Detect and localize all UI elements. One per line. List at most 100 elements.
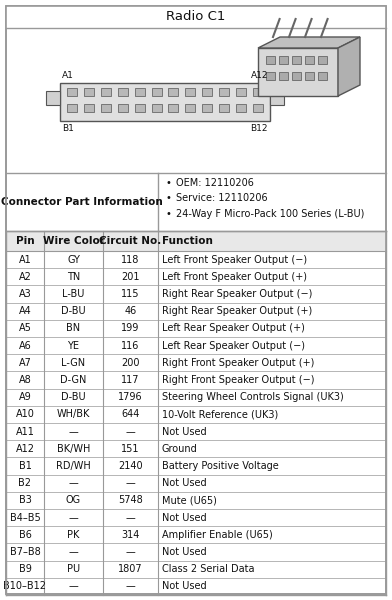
Bar — [169, 88, 178, 96]
Text: Not Used: Not Used — [162, 547, 207, 557]
Text: A8: A8 — [19, 375, 31, 385]
Bar — [67, 104, 77, 112]
Text: —: — — [125, 547, 135, 557]
Text: A11: A11 — [16, 427, 34, 437]
Bar — [258, 48, 338, 96]
Text: B9: B9 — [18, 564, 31, 574]
Text: B6: B6 — [18, 530, 31, 540]
Text: Right Front Speaker Output (+): Right Front Speaker Output (+) — [162, 358, 314, 368]
Text: OEM: 12110206: OEM: 12110206 — [176, 178, 254, 188]
Polygon shape — [258, 37, 360, 48]
Bar — [318, 72, 327, 80]
Bar — [253, 104, 263, 112]
Text: A12: A12 — [250, 71, 268, 80]
Text: Left Front Speaker Output (−): Left Front Speaker Output (−) — [162, 254, 307, 265]
Bar — [305, 72, 314, 80]
Text: Function: Function — [162, 236, 213, 246]
Text: Right Front Speaker Output (−): Right Front Speaker Output (−) — [162, 375, 314, 385]
Text: A12: A12 — [16, 444, 34, 454]
Text: 24-Way F Micro-Pack 100 Series (L-BU): 24-Way F Micro-Pack 100 Series (L-BU) — [176, 209, 365, 218]
Text: —: — — [69, 547, 78, 557]
Bar — [253, 88, 263, 96]
Text: PU: PU — [67, 564, 80, 574]
Text: 199: 199 — [121, 323, 140, 334]
Text: 115: 115 — [121, 289, 140, 299]
Text: B7–B8: B7–B8 — [10, 547, 40, 557]
Bar — [169, 104, 178, 112]
Text: 314: 314 — [121, 530, 140, 540]
Bar — [266, 72, 275, 80]
Bar — [270, 91, 284, 105]
Text: 201: 201 — [121, 272, 140, 282]
Text: PK: PK — [67, 530, 80, 540]
Bar — [134, 104, 145, 112]
Bar — [185, 104, 195, 112]
Text: —: — — [125, 478, 135, 488]
Polygon shape — [338, 37, 360, 96]
Bar — [292, 72, 301, 80]
Text: 1807: 1807 — [118, 564, 143, 574]
Text: •: • — [166, 193, 172, 203]
Bar — [67, 88, 77, 96]
Text: Right Rear Speaker Output (−): Right Rear Speaker Output (−) — [162, 289, 312, 299]
Text: —: — — [125, 581, 135, 592]
Bar — [279, 56, 288, 64]
Text: B4–B5: B4–B5 — [10, 512, 40, 523]
Text: OG: OG — [66, 496, 81, 505]
Text: 644: 644 — [121, 409, 140, 419]
Bar — [134, 88, 145, 96]
Text: Ground: Ground — [162, 444, 198, 454]
Text: D-GN: D-GN — [60, 375, 87, 385]
Bar — [152, 104, 162, 112]
Text: Left Rear Speaker Output (−): Left Rear Speaker Output (−) — [162, 341, 305, 350]
Text: Not Used: Not Used — [162, 478, 207, 488]
Bar — [202, 104, 212, 112]
Text: D-BU: D-BU — [61, 306, 86, 316]
Bar — [6, 231, 386, 251]
Bar — [118, 104, 128, 112]
Text: A1: A1 — [62, 71, 74, 80]
Text: •: • — [166, 178, 172, 188]
Text: •: • — [166, 209, 172, 218]
Text: A7: A7 — [18, 358, 31, 368]
Text: WH/BK: WH/BK — [57, 409, 90, 419]
Bar — [84, 104, 94, 112]
Bar — [305, 56, 314, 64]
Text: Not Used: Not Used — [162, 512, 207, 523]
Bar — [236, 104, 246, 112]
Text: A5: A5 — [18, 323, 31, 334]
Bar — [118, 88, 128, 96]
Text: A2: A2 — [18, 272, 31, 282]
Text: L-BU: L-BU — [62, 289, 85, 299]
Text: —: — — [69, 478, 78, 488]
Text: BN: BN — [66, 323, 80, 334]
Text: A1: A1 — [19, 254, 31, 265]
Bar — [266, 56, 275, 64]
Text: Wire Color: Wire Color — [42, 236, 104, 246]
Text: A9: A9 — [19, 392, 31, 402]
Text: A4: A4 — [19, 306, 31, 316]
Bar — [219, 104, 229, 112]
Bar — [101, 88, 111, 96]
Text: Mute (U65): Mute (U65) — [162, 496, 217, 505]
Text: 116: 116 — [121, 341, 140, 350]
Text: BK/WH: BK/WH — [57, 444, 90, 454]
Text: L-GN: L-GN — [62, 358, 85, 368]
Bar — [202, 88, 212, 96]
Text: TN: TN — [67, 272, 80, 282]
Text: Amplifier Enable (U65): Amplifier Enable (U65) — [162, 530, 273, 540]
Text: —: — — [69, 581, 78, 592]
Text: 200: 200 — [121, 358, 140, 368]
Text: A6: A6 — [19, 341, 31, 350]
Text: B1: B1 — [62, 124, 74, 133]
Text: —: — — [69, 427, 78, 437]
Bar — [236, 88, 246, 96]
Text: B2: B2 — [18, 478, 31, 488]
Text: B3: B3 — [18, 496, 31, 505]
Bar — [292, 56, 301, 64]
Bar — [279, 72, 288, 80]
Text: 118: 118 — [121, 254, 140, 265]
Text: B1: B1 — [18, 461, 31, 471]
Text: Pin: Pin — [16, 236, 34, 246]
Text: Battery Positive Voltage: Battery Positive Voltage — [162, 461, 279, 471]
